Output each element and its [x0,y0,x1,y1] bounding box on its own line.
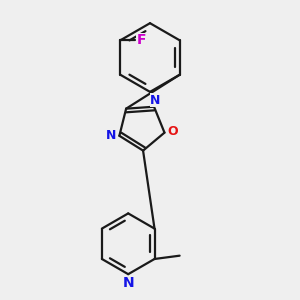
Text: F: F [136,33,146,47]
Text: N: N [150,94,160,106]
Text: N: N [106,129,117,142]
Text: N: N [122,276,134,290]
Text: O: O [167,125,178,138]
